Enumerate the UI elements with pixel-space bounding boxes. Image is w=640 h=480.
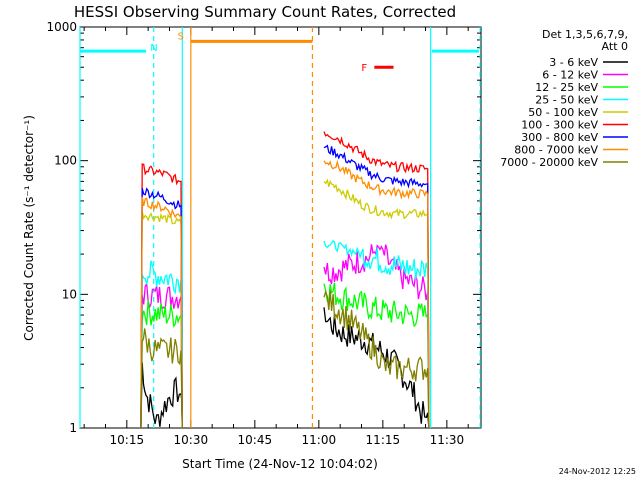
- series-line: [140, 260, 183, 429]
- x-axis-label: Start Time (24-Nov-12 10:04:02): [182, 457, 378, 471]
- y-tick-label: 100: [54, 154, 77, 168]
- flag-bars: N S F: [80, 31, 479, 74]
- series-line: [323, 131, 430, 429]
- legend-label: 12 - 25 keV: [535, 81, 598, 94]
- legend-label: 300 - 800 keV: [521, 131, 598, 144]
- x-tick-label: 10:15: [110, 433, 145, 447]
- flag-label: N: [150, 43, 157, 54]
- series-line: [140, 362, 183, 429]
- data-series: [140, 131, 430, 429]
- series-line: [140, 328, 183, 429]
- series-line: [323, 282, 430, 429]
- x-tick-label: 10:45: [238, 433, 273, 447]
- legend-label: 7000 - 20000 keV: [500, 156, 598, 169]
- x-tick-label: 11:00: [302, 433, 337, 447]
- legend-label: 25 - 50 keV: [535, 94, 598, 107]
- x-tick-label: 10:30: [174, 433, 209, 447]
- y-axis-label: Corrected Count Rate (s⁻¹ detector⁻¹): [22, 115, 36, 341]
- series-line: [140, 187, 183, 429]
- legend-label: 50 - 100 keV: [528, 106, 598, 119]
- y-tick-label: 1000: [46, 20, 77, 34]
- legend-label: 3 - 6 keV: [549, 56, 598, 69]
- series-line: [323, 244, 430, 429]
- legend-label: 100 - 300 keV: [521, 119, 598, 132]
- series-line: [140, 300, 183, 429]
- series-line: [140, 211, 183, 429]
- x-tick-label: 11:30: [430, 433, 465, 447]
- plot-axes: 10:15 10:30 10:45 11:00 11:15 11:30 1 10 100 1000: [46, 20, 482, 447]
- series-line: [140, 163, 183, 429]
- footer-timestamp: 24-Nov-2012 12:25: [559, 467, 636, 476]
- series-line: [323, 144, 430, 429]
- legend-header-line-2: Att 0: [602, 40, 628, 53]
- legend-header-line-1: Det 1,3,5,6,7,9,: [542, 28, 628, 41]
- legend-label: 800 - 7000 keV: [514, 144, 598, 157]
- plot-frame: [79, 26, 482, 429]
- x-tick-label: 11:15: [366, 433, 401, 447]
- vertical-markers: [79, 27, 481, 428]
- series-line: [323, 159, 430, 429]
- legend-label: 6 - 12 keV: [542, 69, 598, 82]
- series-line: [140, 196, 183, 429]
- series-line: [323, 307, 430, 429]
- series-line: [323, 178, 430, 429]
- series-line: [323, 289, 430, 429]
- y-tick-label: 1: [69, 421, 77, 435]
- flag-label: S: [178, 31, 184, 42]
- chart-title: HESSI Observing Summary Count Rates, Cor…: [74, 3, 456, 21]
- series-line: [323, 239, 430, 429]
- flag-label: F: [361, 63, 367, 74]
- y-tick-label: 10: [62, 287, 77, 301]
